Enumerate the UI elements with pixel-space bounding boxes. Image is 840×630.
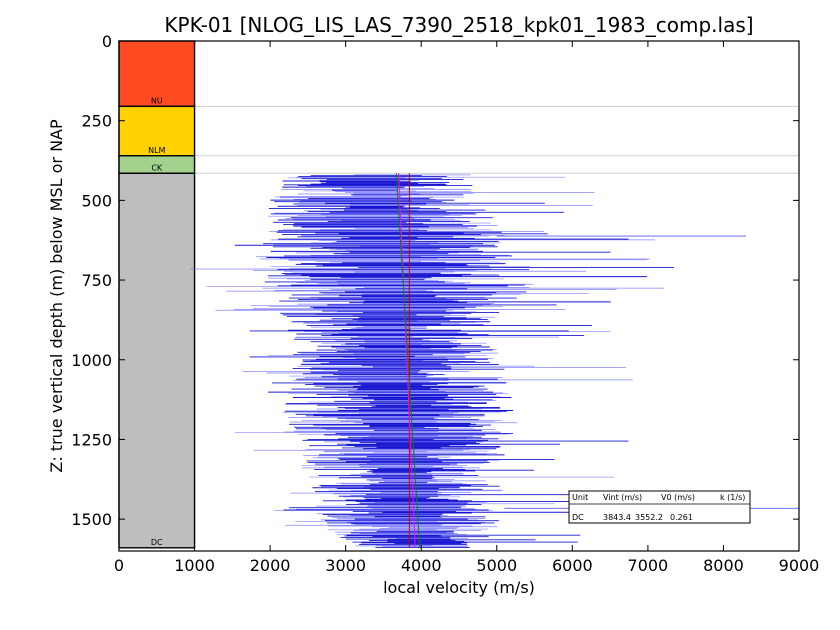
x-tick-label-1: 1000 — [174, 556, 215, 575]
table-cell-k: 0.261 — [670, 513, 693, 522]
x-tick-label-8: 8000 — [703, 556, 744, 575]
stratum-nlm — [118, 105, 196, 157]
x-ticks: 0 1000 2000 3000 4000 5000 6000 7000 8000 9000 — [114, 41, 819, 575]
stratum-dc — [118, 172, 196, 549]
trend-line-1 — [398, 173, 416, 548]
y-tick-label-0: 0 — [102, 32, 112, 51]
x-tick-label-5: 5000 — [476, 556, 517, 575]
stratum-label-nu: NU — [151, 96, 163, 105]
trend-line-2 — [395, 173, 421, 548]
stratum-nu — [118, 40, 196, 108]
x-tick-label-2: 2000 — [250, 556, 291, 575]
table-header-vint: Vint (m/s) — [603, 493, 642, 502]
x-tick-label-0: 0 — [114, 556, 124, 575]
y-tick-label-1: 250 — [81, 112, 112, 131]
x-tick-label-7: 7000 — [628, 556, 669, 575]
table-cell-vint: 3843.4 — [603, 513, 631, 522]
stratum-label-ck: CK — [151, 163, 163, 172]
info-table-frame — [568, 490, 751, 524]
x-axis-label: local velocity (m/s) — [383, 578, 535, 597]
y-tick-label-2: 500 — [81, 191, 112, 210]
plot-frame — [118, 40, 800, 552]
x-tick-label-9: 9000 — [779, 556, 820, 575]
chart-title: KPK-01 [NLOG_LIS_LAS_7390_2518_kpk01_198… — [164, 13, 753, 37]
stratum-label-dc: DC — [151, 538, 163, 547]
y-tick-label-3: 750 — [81, 271, 112, 290]
y-ticks: 0 250 500 750 1000 1250 1500 — [71, 32, 799, 529]
y-tick-label-5: 1250 — [71, 430, 112, 449]
table-header-unit: Unit — [572, 493, 588, 502]
velocity-log — [190, 174, 799, 548]
x-tick-label-4: 4000 — [401, 556, 442, 575]
table-cell-unit: DC — [572, 513, 584, 522]
horizon-lines — [119, 105, 799, 174]
x-tick-label-3: 3000 — [325, 556, 366, 575]
trend-lines — [395, 173, 421, 548]
y-tick-label-4: 1000 — [71, 351, 112, 370]
x-tick-label-6: 6000 — [552, 556, 593, 575]
table-cell-v0: 3552.2 — [635, 513, 663, 522]
table-header-k: k (1/s) — [720, 493, 745, 502]
y-axis-label: Z: true vertical depth (m) below MSL or … — [47, 119, 66, 473]
strata-column: NU NLM CK DC — [118, 40, 196, 549]
table-header-v0: V0 (m/s) — [661, 493, 695, 502]
y-tick-label-6: 1500 — [71, 510, 112, 529]
stratum-label-nlm: NLM — [148, 146, 165, 155]
info-table: Unit Vint (m/s) V0 (m/s) k (1/s) DC 3843… — [568, 490, 751, 524]
